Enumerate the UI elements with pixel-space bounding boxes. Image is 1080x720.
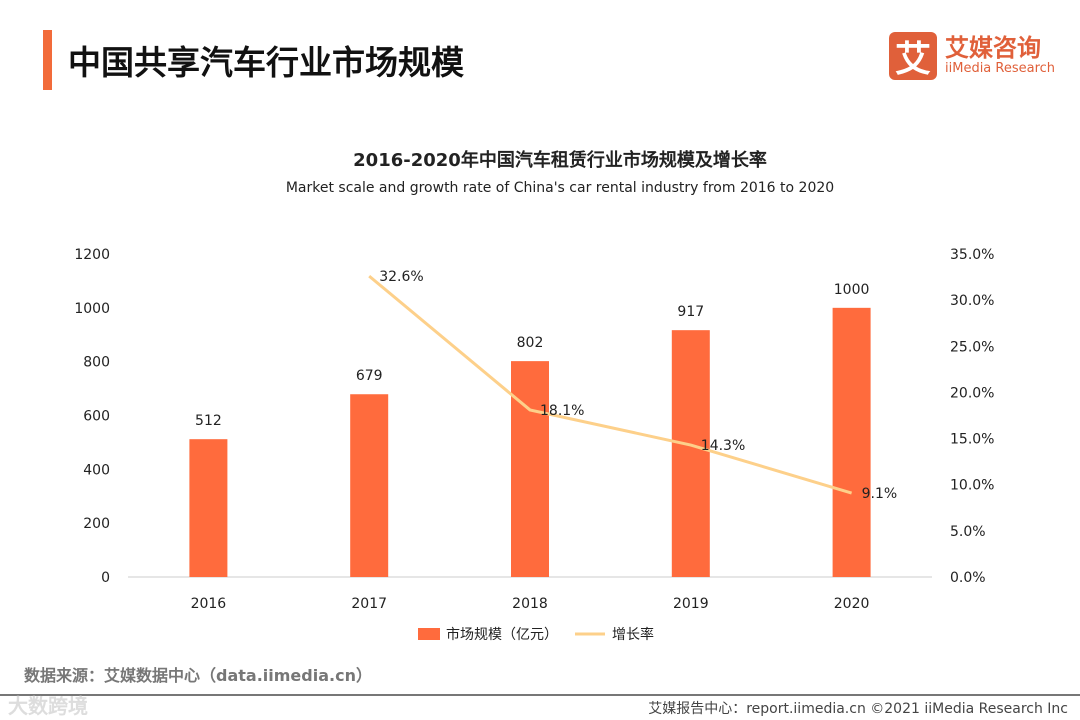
page-title: 中国共享汽车行业市场规模	[68, 43, 464, 82]
line-label: 32.6%	[379, 269, 423, 285]
y-left-tick: 0	[101, 570, 110, 586]
y-right-tick: 5.0%	[950, 524, 986, 540]
bar	[671, 330, 710, 577]
bar-label: 679	[356, 368, 383, 384]
logo-cn: 艾媒咨询	[945, 34, 1041, 62]
footer-divider	[0, 694, 1080, 696]
y-right-tick: 15.0%	[950, 432, 994, 448]
y-right-tick: 35.0%	[950, 247, 994, 263]
y-right-tick: 20.0%	[950, 385, 994, 401]
y-left-tick: 800	[83, 355, 110, 371]
bar	[511, 361, 549, 577]
y-right-tick: 25.0%	[950, 339, 994, 355]
y-right-tick: 30.0%	[950, 293, 994, 309]
bar	[832, 307, 871, 577]
logo-en: iiMedia Research	[945, 61, 1056, 76]
legend-bar-swatch	[418, 628, 440, 640]
bar-label: 512	[195, 413, 222, 429]
logo-mark: 艾	[889, 32, 937, 80]
x-tick: 2018	[512, 596, 548, 612]
bar	[350, 394, 389, 577]
y-left-tick: 200	[83, 516, 110, 532]
bar	[189, 439, 228, 577]
watermark: 大数跨境	[8, 694, 88, 718]
x-tick: 2016	[191, 596, 227, 612]
legend-bar-label: 市场规模（亿元）	[446, 626, 558, 643]
y-left-tick: 600	[83, 409, 110, 425]
line-label: 14.3%	[701, 438, 745, 454]
y-right-tick: 10.0%	[950, 478, 994, 494]
footer-report: 艾媒报告中心：report.iimedia.cn ©2021 iiMedia R…	[648, 701, 1068, 717]
bar-label: 1000	[834, 282, 870, 298]
title-accent-bar	[43, 30, 52, 90]
legend-line-label: 增长率	[612, 626, 654, 643]
line-label: 18.1%	[540, 403, 584, 419]
iimedia-logo: 艾 艾媒咨询 iiMedia Research	[889, 32, 1055, 80]
bar-label: 917	[677, 304, 704, 320]
x-tick: 2020	[834, 596, 870, 612]
line-label: 9.1%	[862, 486, 898, 502]
y-left-tick: 1000	[74, 301, 110, 317]
chart-title: 2016-2020年中国汽车租赁行业市场规模及增长率	[353, 150, 767, 171]
x-tick: 2017	[351, 596, 387, 612]
data-source: 数据来源：艾媒数据中心（data.iimedia.cn）	[24, 666, 372, 685]
bar-label: 802	[517, 335, 544, 351]
x-tick: 2019	[673, 596, 709, 612]
y-left-tick: 400	[83, 462, 110, 478]
y-right-tick: 0.0%	[950, 570, 986, 586]
y-left-tick: 1200	[74, 247, 110, 263]
chart-subtitle: Market scale and growth rate of China's …	[285, 180, 835, 196]
growth-line	[368, 274, 853, 495]
